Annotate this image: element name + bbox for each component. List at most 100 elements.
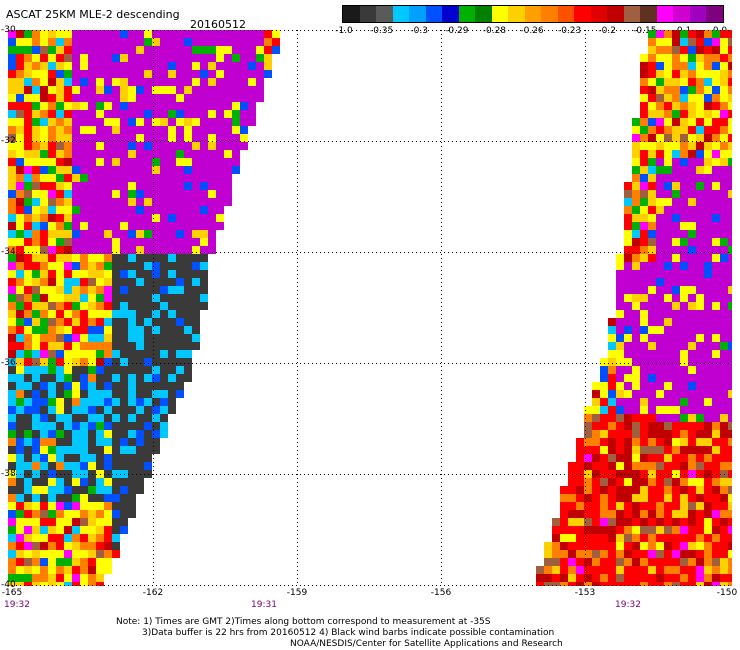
swath-cell — [16, 430, 24, 438]
swath-cell — [672, 358, 680, 366]
swath-cell — [32, 542, 40, 550]
swath-cell — [48, 454, 56, 462]
swath-cell — [728, 422, 732, 430]
swath-cell — [16, 30, 24, 38]
swath-cell — [80, 438, 88, 446]
swath-cell — [32, 262, 40, 270]
swath-cell — [112, 206, 120, 214]
swath-cell — [88, 542, 96, 550]
swath-cell — [56, 574, 64, 582]
swath-cell — [672, 222, 680, 230]
swath-cell — [672, 278, 680, 286]
swath-cell — [608, 462, 616, 470]
swath-cell — [728, 342, 732, 350]
swath-cell — [160, 30, 168, 38]
swath-cell — [16, 230, 24, 238]
swath-cell — [24, 558, 32, 566]
swath-cell — [160, 398, 168, 406]
swath-cell — [680, 350, 688, 358]
swath-cell — [648, 102, 656, 110]
swath-cell — [704, 206, 712, 214]
swath-cell — [24, 302, 32, 310]
swath-cell — [720, 454, 728, 462]
swath-cell — [192, 166, 200, 174]
swath-cell — [552, 534, 560, 542]
swath-cell — [24, 294, 32, 302]
swath-cell — [688, 350, 696, 358]
swath-cell — [72, 446, 80, 454]
swath-cell — [24, 398, 32, 406]
swath-cell — [72, 126, 80, 134]
swath-cell — [624, 286, 632, 294]
swath-cell — [136, 390, 144, 398]
swath-cell — [632, 214, 640, 222]
swath-cell — [80, 302, 88, 310]
swath-cell — [32, 406, 40, 414]
swath-cell — [40, 110, 48, 118]
swath-cell — [48, 30, 56, 38]
swath-cell — [672, 142, 680, 150]
swath-cell — [16, 390, 24, 398]
swath-cell — [664, 134, 672, 142]
swath-cell — [168, 110, 176, 118]
swath-cell — [656, 174, 664, 182]
swath-cell — [88, 566, 96, 574]
swath-cell — [648, 222, 656, 230]
swath-cell — [664, 534, 672, 542]
swath-cell — [8, 550, 16, 558]
swath-cell — [664, 358, 672, 366]
swath-cell — [656, 110, 664, 118]
swath-cell — [632, 246, 640, 254]
swath-cell — [576, 502, 584, 510]
swath-cell — [48, 422, 56, 430]
swath-cell — [24, 182, 32, 190]
swath-cell — [88, 526, 96, 534]
swath-cell — [88, 350, 96, 358]
swath-cell — [640, 454, 648, 462]
swath-cell — [728, 62, 732, 70]
swath-cell — [208, 198, 216, 206]
swath-cell — [112, 334, 120, 342]
swath-cell — [704, 526, 712, 534]
swath-cell — [152, 350, 160, 358]
swath-cell — [104, 486, 112, 494]
swath-cell — [112, 438, 120, 446]
swath-cell — [96, 166, 104, 174]
swath-cell — [88, 30, 96, 38]
swath-cell — [72, 134, 80, 142]
swath-cell — [48, 246, 56, 254]
swath-cell — [632, 238, 640, 246]
swath-cell — [584, 550, 592, 558]
swath-cell — [184, 318, 192, 326]
swath-cell — [168, 62, 176, 70]
swath-cell — [176, 334, 184, 342]
swath-cell — [96, 38, 104, 46]
swath-cell — [688, 166, 696, 174]
swath-cell — [200, 126, 208, 134]
swath-cell — [704, 382, 712, 390]
swath-cell — [56, 558, 64, 566]
swath-cell — [712, 566, 720, 574]
swath-cell — [72, 414, 80, 422]
swath-cell — [120, 38, 128, 46]
swath-cell — [96, 582, 104, 586]
swath-cell — [88, 494, 96, 502]
swath-cell — [24, 174, 32, 182]
swath-cell — [200, 230, 208, 238]
swath-cell — [176, 150, 184, 158]
swath-cell — [632, 382, 640, 390]
swath-cell — [624, 350, 632, 358]
swath-cell — [728, 454, 732, 462]
swath-cell — [600, 494, 608, 502]
swath-cell — [704, 574, 712, 582]
swath-cell — [248, 62, 256, 70]
swath-cell — [160, 310, 168, 318]
swath-cell — [144, 38, 152, 46]
swath-cell — [96, 342, 104, 350]
swath-cell — [64, 414, 72, 422]
swath-cell — [40, 430, 48, 438]
swath-cell — [648, 174, 656, 182]
swath-cell — [160, 270, 168, 278]
swath-cell — [104, 246, 112, 254]
swath-cell — [184, 134, 192, 142]
